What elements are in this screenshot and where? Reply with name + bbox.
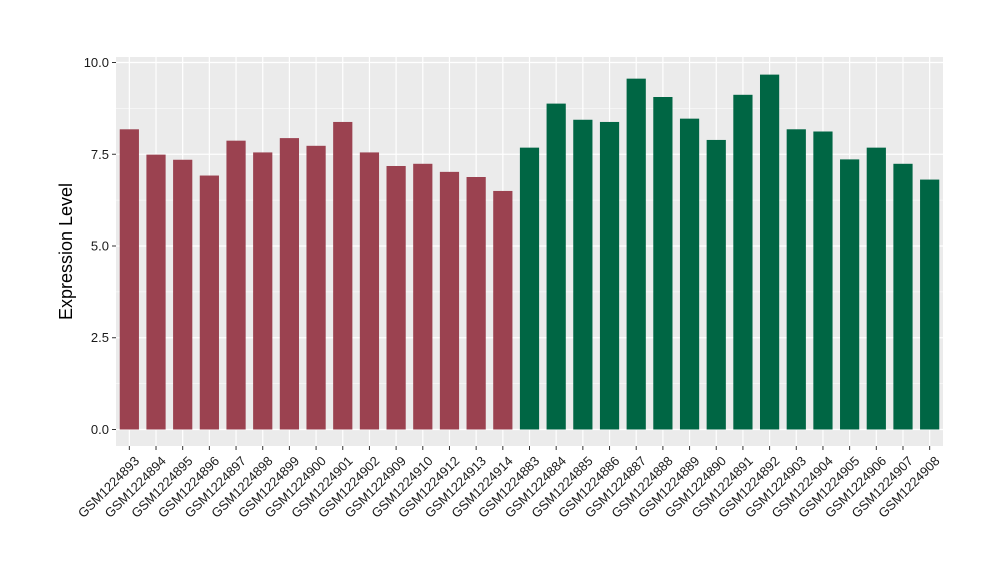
bar bbox=[706, 139, 726, 430]
bar bbox=[413, 163, 433, 430]
bar bbox=[546, 103, 566, 430]
y-tick-label: 2.5 bbox=[91, 330, 109, 345]
y-axis: 0.0 2.5 5.0 7.5 10.0 bbox=[84, 55, 116, 437]
bar bbox=[333, 121, 353, 430]
bar bbox=[599, 121, 620, 430]
bar bbox=[786, 129, 806, 430]
bar bbox=[679, 118, 700, 430]
bar bbox=[493, 190, 513, 430]
bar bbox=[199, 175, 219, 430]
bar bbox=[226, 140, 246, 430]
bar bbox=[519, 147, 540, 430]
y-axis-title: Expression Level bbox=[56, 183, 76, 320]
bar bbox=[813, 131, 833, 430]
bar bbox=[359, 152, 380, 430]
bar bbox=[119, 129, 139, 430]
y-tick-label: 10.0 bbox=[84, 55, 109, 70]
bar bbox=[466, 177, 486, 430]
bar bbox=[626, 78, 646, 430]
bar bbox=[733, 94, 753, 430]
bar bbox=[866, 147, 886, 430]
bars bbox=[119, 74, 940, 430]
bar bbox=[253, 152, 273, 430]
bar bbox=[840, 159, 860, 430]
bar bbox=[920, 179, 940, 430]
bar bbox=[173, 159, 193, 430]
y-tick-label: 5.0 bbox=[91, 238, 109, 253]
x-axis: GSM1224893GSM1224894GSM1224895GSM1224896… bbox=[75, 446, 943, 521]
bar bbox=[893, 163, 913, 430]
y-tick-label: 0.0 bbox=[91, 422, 109, 437]
bar bbox=[759, 74, 780, 430]
bar bbox=[573, 119, 593, 430]
bar bbox=[386, 165, 406, 430]
bar bbox=[146, 154, 166, 430]
bar bbox=[439, 171, 460, 430]
bar bbox=[306, 145, 326, 430]
bar bbox=[653, 97, 673, 430]
y-tick-label: 7.5 bbox=[91, 147, 109, 162]
bar bbox=[279, 138, 300, 430]
